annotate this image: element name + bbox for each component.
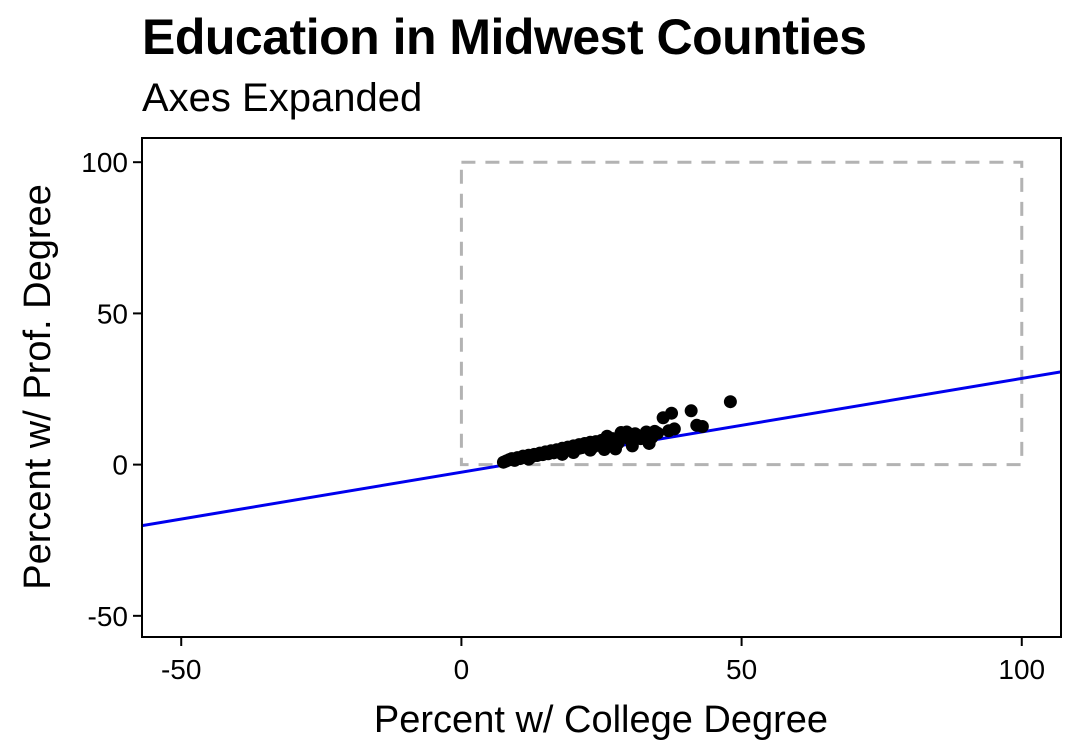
x-tick-label: -50 xyxy=(161,654,201,685)
y-tick-label: -50 xyxy=(88,601,128,632)
chart-title: Education in Midwest Counties xyxy=(142,9,867,65)
y-axis: -50 0 50 100 xyxy=(81,147,142,632)
data-point xyxy=(566,446,580,460)
data-point xyxy=(609,442,623,456)
x-tick-label: 50 xyxy=(726,654,757,685)
data-point xyxy=(555,447,569,461)
y-axis-title: Percent w/ Prof. Degree xyxy=(17,184,59,590)
x-axis-title: Percent w/ College Degree xyxy=(374,699,828,741)
data-point xyxy=(723,395,737,409)
data-point xyxy=(600,429,614,443)
data-point xyxy=(695,420,709,434)
data-point xyxy=(665,406,679,420)
x-tick-label: 100 xyxy=(998,654,1045,685)
x-tick-label: 0 xyxy=(454,654,470,685)
data-point xyxy=(651,426,665,440)
y-tick-label: 0 xyxy=(112,450,128,481)
data-point xyxy=(684,404,698,418)
x-axis: -50 0 50 100 xyxy=(161,637,1045,685)
data-point xyxy=(583,443,597,457)
data-point xyxy=(522,452,536,466)
y-tick-label: 100 xyxy=(81,147,128,178)
data-point xyxy=(667,422,681,436)
y-tick-label: 50 xyxy=(97,298,128,329)
plot-background xyxy=(142,138,1061,637)
chart-subtitle: Axes Expanded xyxy=(142,76,423,120)
data-point xyxy=(625,439,639,453)
data-point xyxy=(614,426,628,440)
plot-frame xyxy=(141,137,1062,638)
data-point xyxy=(642,436,656,450)
